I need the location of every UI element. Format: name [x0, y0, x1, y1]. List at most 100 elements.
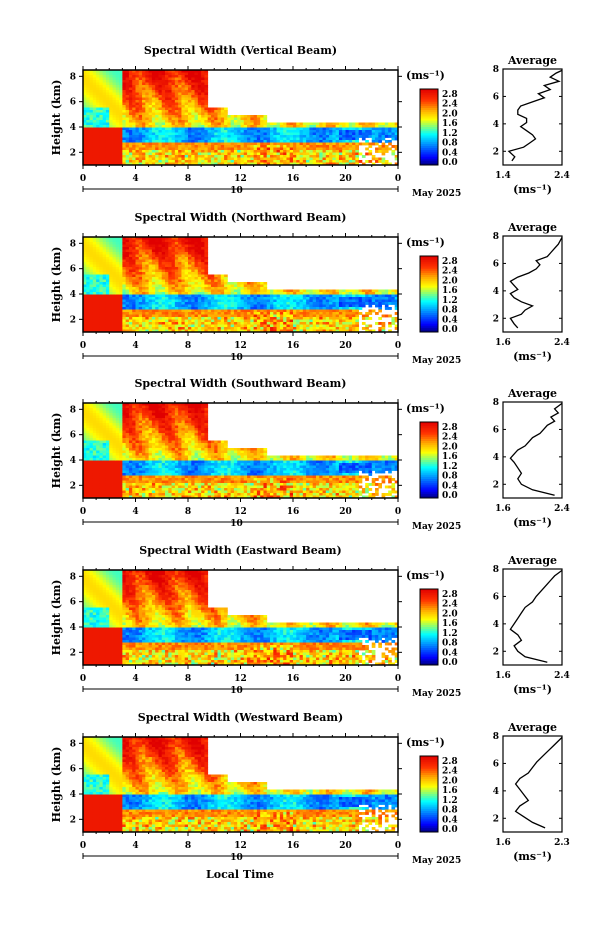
- heatmap-cell: [158, 147, 163, 151]
- colorbar-swatch: [420, 133, 438, 136]
- heatmap-cell: [92, 155, 97, 158]
- heatmap-cell: [329, 127, 333, 131]
- heatmap-cell: [135, 150, 140, 153]
- heatmap-cell: [105, 137, 110, 141]
- heatmap-cell: [102, 289, 107, 293]
- heatmap-cell: [355, 145, 360, 148]
- heatmap-cell: [109, 92, 113, 96]
- heatmap-cell: [168, 294, 172, 298]
- heatmap-cell: [286, 145, 291, 148]
- heatmap-cell: [256, 122, 261, 126]
- heatmap-cell: [365, 127, 369, 131]
- heatmap-cell: [188, 92, 192, 96]
- heatmap-cell: [89, 137, 94, 141]
- heatmap-cell: [148, 82, 153, 86]
- heatmap-cell: [315, 292, 320, 295]
- heatmap-cell: [145, 324, 150, 328]
- heatmap-cell: [178, 115, 182, 118]
- heatmap-cell: [151, 307, 156, 310]
- heatmap-cell: [171, 82, 176, 86]
- heatmap-cell: [204, 329, 209, 333]
- heatmap-cell: [289, 147, 294, 151]
- heatmap-cell: [138, 264, 143, 268]
- heatmap-cell: [260, 314, 264, 318]
- heatmap-cell: [184, 239, 189, 243]
- heatmap-cell: [250, 147, 255, 151]
- heatmap-cell: [191, 237, 195, 240]
- heatmap-cell: [145, 70, 150, 73]
- heatmap-cell: [201, 302, 205, 305]
- heatmap-cell: [338, 125, 343, 128]
- heatmap-cell: [92, 140, 97, 143]
- heatmap-cell: [122, 162, 127, 166]
- heatmap-cell: [293, 150, 297, 153]
- heatmap-cell: [270, 140, 274, 143]
- heatmap-cell: [161, 309, 166, 313]
- heatmap-cell: [145, 244, 150, 248]
- heatmap-cell: [230, 307, 235, 310]
- heatmap-cell: [224, 304, 228, 308]
- heatmap-cell: [306, 147, 310, 151]
- heatmap-cell: [296, 309, 300, 313]
- heatmap-cell: [178, 97, 182, 101]
- heatmap-cell: [89, 85, 94, 88]
- heatmap-cell: [145, 254, 150, 258]
- heatmap-cell: [338, 297, 343, 300]
- heatmap-cell: [338, 157, 343, 161]
- heatmap-cell: [391, 322, 396, 325]
- heatmap-cell: [155, 282, 159, 285]
- colorbar-swatch: [420, 118, 438, 122]
- heatmap-cell: [105, 327, 110, 330]
- heatmap-cell: [319, 122, 323, 126]
- heatmap-cell: [168, 100, 172, 103]
- heatmap-cell: [115, 157, 120, 161]
- heatmap-cell: [165, 75, 169, 78]
- heatmap-cell: [253, 304, 258, 308]
- heatmap-cell: [338, 130, 343, 133]
- heatmap-cell: [266, 160, 271, 163]
- heatmap-cell: [302, 140, 307, 143]
- heatmap-cell: [151, 130, 156, 133]
- heatmap-cell: [276, 125, 281, 128]
- heatmap-cell: [210, 294, 215, 298]
- heatmap-cell: [197, 314, 202, 318]
- heatmap-cell: [188, 269, 192, 273]
- heatmap-cell: [171, 95, 176, 98]
- heatmap-cell: [237, 147, 241, 151]
- heatmap-cell: [178, 254, 182, 258]
- heatmap-cell: [115, 147, 120, 151]
- heatmap-cell: [161, 115, 166, 118]
- heatmap-cell: [89, 242, 94, 245]
- heatmap-cell: [217, 125, 222, 128]
- heatmap-cell: [161, 107, 166, 111]
- heatmap-cell: [148, 239, 153, 243]
- heatmap-cell: [224, 130, 228, 133]
- heatmap-cell: [125, 249, 130, 253]
- heatmap-cell: [171, 70, 176, 73]
- heatmap-cell: [171, 237, 176, 240]
- x-tick-label: 4: [132, 174, 138, 184]
- heatmap-cell: [135, 302, 140, 305]
- heatmap-cell: [142, 237, 146, 240]
- heatmap-cell: [92, 127, 97, 131]
- heatmap-cell: [391, 127, 396, 131]
- heatmap-cell: [148, 277, 153, 280]
- heatmap-cell: [184, 267, 189, 270]
- heatmap-cell: [165, 322, 169, 325]
- heatmap-cell: [165, 127, 169, 131]
- heatmap-cell: [138, 110, 143, 113]
- heatmap-cell: [109, 127, 113, 131]
- heatmap-cell: [270, 127, 274, 131]
- heatmap-cell: [112, 120, 117, 123]
- heatmap-cell: [319, 140, 323, 143]
- heatmap-cell: [148, 289, 153, 293]
- heatmap-cell: [197, 327, 202, 330]
- heatmap-cell: [243, 132, 248, 136]
- heatmap-cell: [122, 282, 127, 285]
- heatmap-cell: [165, 287, 169, 290]
- heatmap-cell: [96, 105, 100, 108]
- heatmap-cell: [381, 127, 386, 131]
- heatmap-cell: [122, 284, 127, 288]
- heatmap-cell: [142, 304, 146, 308]
- heatmap-cell: [201, 329, 205, 333]
